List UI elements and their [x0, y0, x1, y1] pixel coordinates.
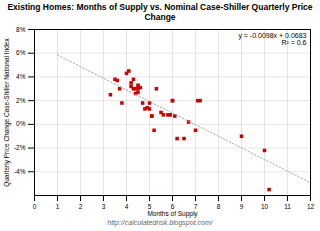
svg-text:8: 8: [217, 203, 221, 210]
svg-text:5: 5: [147, 203, 152, 211]
svg-text:0: 0: [33, 203, 37, 210]
svg-text:Months of Supply: Months of Supply: [147, 210, 198, 218]
svg-text:7: 7: [193, 203, 198, 211]
svg-text:8%: 8%: [16, 26, 26, 33]
svg-text:3: 3: [102, 203, 106, 210]
svg-text:-2%: -2%: [14, 145, 26, 152]
svg-text:y = -0.0098x + 0.0683R² = 0.6: y = -0.0098x + 0.0683R² = 0.6: [238, 33, 306, 47]
svg-text:-4%: -4%: [14, 168, 26, 175]
svg-text:4%: 4%: [16, 73, 26, 80]
svg-text:6: 6: [170, 203, 175, 211]
svg-text:Quarterly Price Change Case-Sh: Quarterly Price Change Case-Shiller Nati…: [3, 38, 11, 187]
svg-text:1: 1: [56, 203, 60, 210]
svg-text:0%: 0%: [16, 121, 26, 128]
svg-text:4: 4: [125, 203, 129, 210]
svg-text:9: 9: [240, 203, 244, 210]
svg-text:11: 11: [284, 203, 291, 210]
svg-text:10: 10: [261, 203, 269, 210]
svg-text:2%: 2%: [16, 97, 26, 104]
svg-text:2: 2: [79, 203, 83, 210]
svg-text:12: 12: [307, 203, 315, 210]
html-text:Existing Homes: Months of Supp: Existing Homes: Months of Supply vs. Nom…: [7, 2, 313, 23]
html-text:http://calculatedrisk.blogspot: http://calculatedrisk.blogspot.com/: [107, 219, 213, 227]
svg-text:6%: 6%: [16, 50, 26, 57]
